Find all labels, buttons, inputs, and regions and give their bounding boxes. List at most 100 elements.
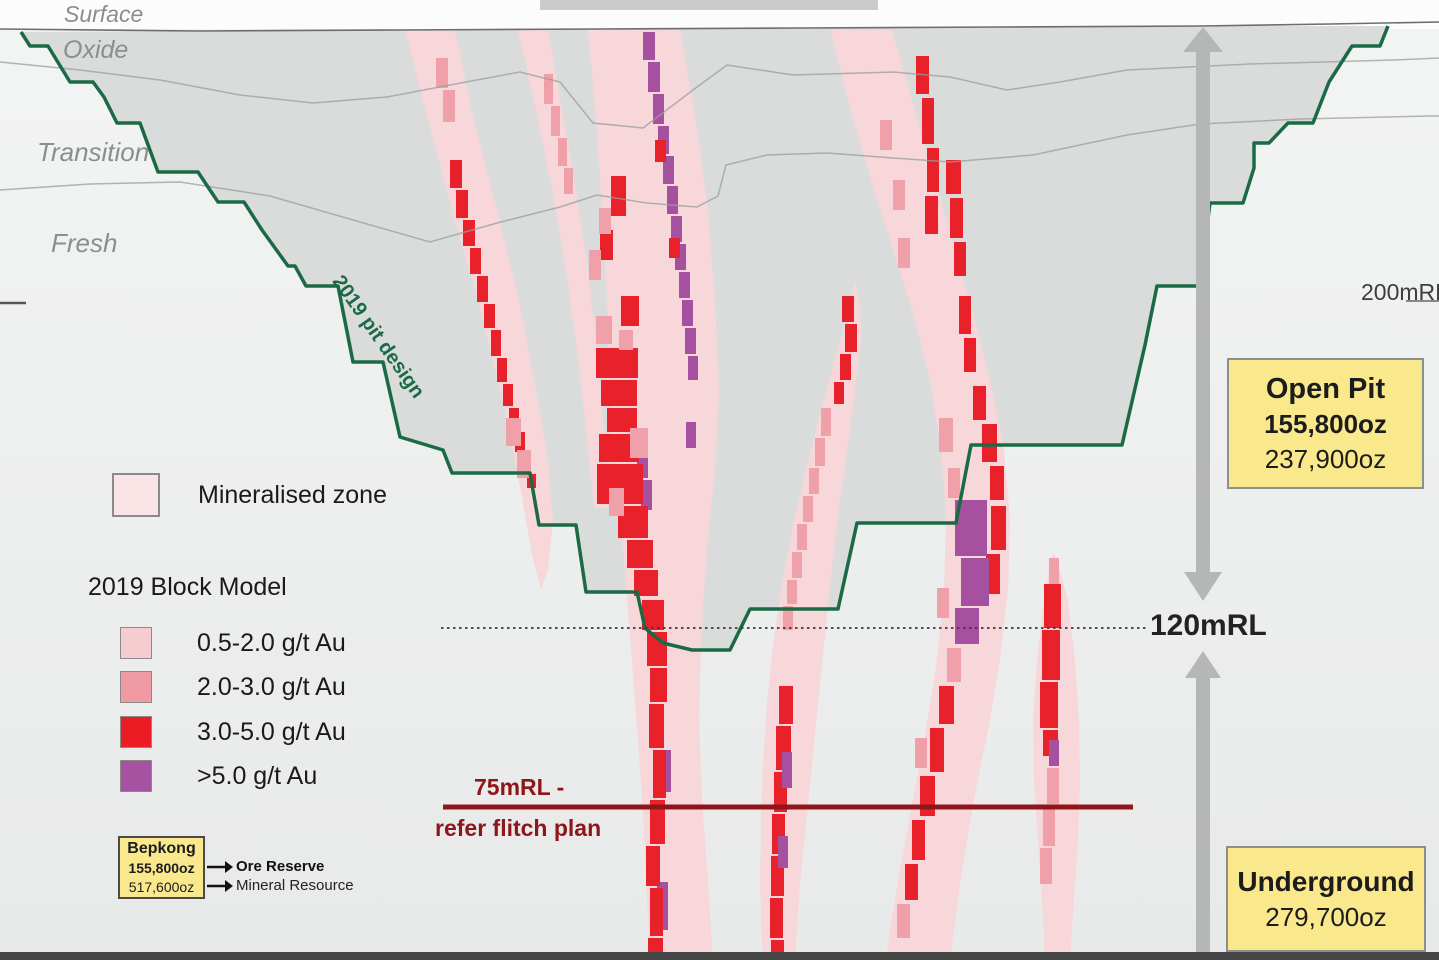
transition-label: Transition — [37, 137, 150, 167]
grade-block-mp — [897, 904, 910, 938]
block-model-title: 2019 Block Model — [88, 573, 287, 601]
grade-block-pu — [643, 32, 655, 60]
grade-block-rd — [621, 296, 639, 326]
legend-item-grade2: 2.0-3.0 g/t Au — [120, 671, 346, 703]
grade-block-rd — [986, 554, 1000, 594]
grade-block-rd — [954, 242, 966, 276]
grade-block-rd — [627, 540, 653, 568]
grade4-swatch — [120, 760, 152, 792]
grade-block-mp — [443, 90, 455, 122]
grade-block-pu — [679, 272, 690, 298]
grade-block-rd — [649, 704, 664, 748]
grade1-swatch — [120, 627, 152, 659]
grade-block-mp — [599, 208, 611, 234]
legend-item-grade1: 0.5-2.0 g/t Au — [120, 627, 346, 659]
grade-block-rd — [770, 898, 783, 938]
grade-block-pu — [675, 244, 686, 270]
grade-block-rd — [503, 384, 513, 406]
oxide-base-line — [0, 57, 1439, 129]
bepkong-arrowhead-0 — [225, 861, 233, 873]
grade-block-rd — [834, 382, 844, 404]
grade-block-mp — [589, 250, 601, 280]
grade-block-mp — [809, 468, 819, 494]
grade-block-mp — [797, 524, 807, 550]
grade-block-rd — [779, 686, 793, 724]
grade-block-rd — [653, 750, 666, 798]
mineralised-zone-band-d — [830, 30, 1010, 960]
grade-block-mp — [815, 438, 825, 466]
grade-block-mp — [947, 648, 961, 682]
transition-base-line — [0, 115, 1439, 243]
legend-item-grade4: >5.0 g/t Au — [120, 760, 317, 792]
grade-block-rd — [491, 330, 501, 356]
underground-depth-arrow-head-up — [1185, 651, 1221, 678]
grade-block-pu — [667, 186, 678, 214]
open-pit-box: Open Pit 155,800oz 237,900oz — [1227, 358, 1424, 489]
grade-block-mp — [915, 738, 927, 768]
grade2-label: 2.0-3.0 g/t Au — [197, 672, 346, 701]
grade-block-pu — [688, 356, 698, 380]
legend-item-grade3: 3.0-5.0 g/t Au — [120, 716, 346, 748]
underground-title: Underground — [1237, 865, 1415, 897]
grade-block-rd — [669, 238, 680, 258]
grade3-swatch — [120, 716, 152, 748]
grade-block-rd — [840, 354, 851, 380]
top-cropped-bar — [540, 0, 878, 10]
grade-block-mp — [506, 418, 521, 446]
bepkong-resource-oz: 517,600oz — [128, 879, 195, 895]
grade-block-pu — [653, 94, 664, 124]
grade-block-mp — [939, 418, 953, 452]
grade-block-mp — [821, 408, 831, 436]
grade-block-mp — [630, 428, 648, 458]
grade-block-rd — [946, 160, 961, 194]
grade-block-mp — [893, 180, 905, 210]
grade-block-pu — [685, 328, 696, 354]
grade-block-rd — [964, 338, 976, 372]
grade-block-rd — [973, 386, 986, 420]
grade-block-mp — [1040, 848, 1052, 884]
grade-block-pu — [1049, 740, 1059, 766]
grade-block-mp — [803, 496, 813, 522]
underground-resource-oz: 279,700oz — [1265, 901, 1387, 932]
grade-block-rd — [930, 728, 944, 772]
grade-block-rd — [912, 820, 925, 860]
grade-block-mp — [551, 106, 560, 136]
grade-block-rd — [842, 296, 854, 322]
mineral-resource-label: Mineral Resource — [236, 877, 354, 894]
surface-line — [0, 21, 1439, 32]
mineralised-zone-band-b — [518, 30, 607, 508]
grade-block-rd — [1040, 682, 1058, 728]
grade-block-pu — [686, 422, 696, 448]
grade-block-mp — [898, 238, 910, 268]
bottom-cropped-bar — [0, 952, 1439, 960]
grade-block-pu — [641, 480, 652, 510]
grade-block-rd — [991, 506, 1006, 550]
grade-block-mp — [937, 588, 949, 618]
grade-block-rd — [920, 776, 935, 816]
grade-block-rd — [497, 358, 507, 382]
grade-block-pu — [778, 836, 788, 868]
grade-block-rd — [922, 98, 934, 144]
grade-block-rd — [655, 140, 666, 162]
grade-block-mp — [783, 606, 793, 630]
grade-block-rd — [950, 198, 963, 238]
grade3-label: 3.0-5.0 g/t Au — [197, 717, 346, 746]
open-pit-depth-arrow-head-up — [1183, 27, 1223, 52]
grade-block-pu — [961, 558, 989, 606]
grade-block-rd — [939, 686, 954, 724]
grade-block-rd — [450, 160, 462, 188]
grade-block-pu — [663, 156, 674, 184]
legend-mineralised-row: Mineralised zone — [112, 473, 387, 517]
grade-block-rd — [959, 296, 971, 334]
bepkong-arrowhead-1 — [225, 880, 233, 892]
grade-block-rd — [484, 304, 495, 328]
bepkong-reserve-oz: 155,800oz — [128, 860, 195, 876]
grade-block-rd — [925, 196, 938, 234]
grade-block-mp — [1043, 806, 1055, 846]
grade-block-pu — [682, 300, 693, 326]
grade-block-rd — [642, 600, 664, 630]
grade-block-rd — [982, 424, 997, 462]
mrl120-label: 120mRL — [1150, 609, 1267, 642]
grade-block-mp — [787, 580, 797, 604]
